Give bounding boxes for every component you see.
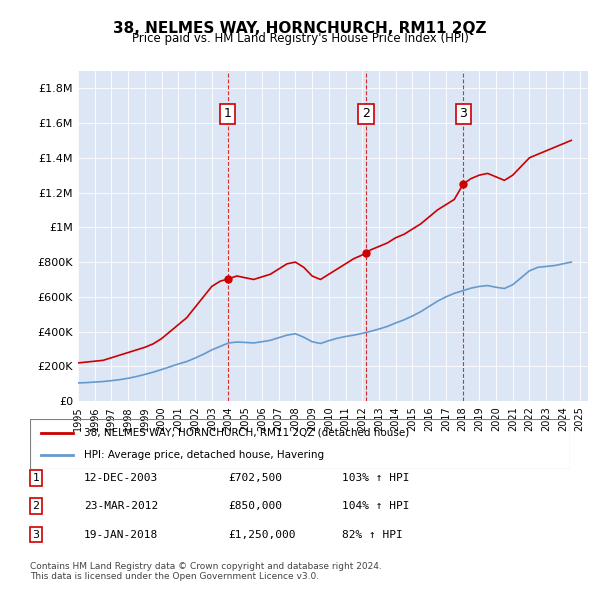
Text: £1,250,000: £1,250,000 bbox=[228, 530, 296, 539]
Text: £850,000: £850,000 bbox=[228, 502, 282, 511]
Text: Price paid vs. HM Land Registry's House Price Index (HPI): Price paid vs. HM Land Registry's House … bbox=[131, 32, 469, 45]
Text: 2: 2 bbox=[362, 107, 370, 120]
Text: 19-JAN-2018: 19-JAN-2018 bbox=[84, 530, 158, 539]
Text: 82% ↑ HPI: 82% ↑ HPI bbox=[342, 530, 403, 539]
Text: 38, NELMES WAY, HORNCHURCH, RM11 2QZ: 38, NELMES WAY, HORNCHURCH, RM11 2QZ bbox=[113, 21, 487, 35]
Text: 3: 3 bbox=[460, 107, 467, 120]
Text: 104% ↑ HPI: 104% ↑ HPI bbox=[342, 502, 409, 511]
Text: HPI: Average price, detached house, Havering: HPI: Average price, detached house, Have… bbox=[84, 450, 324, 460]
Text: £702,500: £702,500 bbox=[228, 473, 282, 483]
Text: 23-MAR-2012: 23-MAR-2012 bbox=[84, 502, 158, 511]
Text: 12-DEC-2003: 12-DEC-2003 bbox=[84, 473, 158, 483]
Text: 38, NELMES WAY, HORNCHURCH, RM11 2QZ (detached house): 38, NELMES WAY, HORNCHURCH, RM11 2QZ (de… bbox=[84, 428, 409, 438]
Text: Contains HM Land Registry data © Crown copyright and database right 2024.
This d: Contains HM Land Registry data © Crown c… bbox=[30, 562, 382, 581]
Text: 1: 1 bbox=[32, 473, 40, 483]
Text: 2: 2 bbox=[32, 502, 40, 511]
Text: 3: 3 bbox=[32, 530, 40, 539]
Text: 1: 1 bbox=[224, 107, 232, 120]
Text: 103% ↑ HPI: 103% ↑ HPI bbox=[342, 473, 409, 483]
